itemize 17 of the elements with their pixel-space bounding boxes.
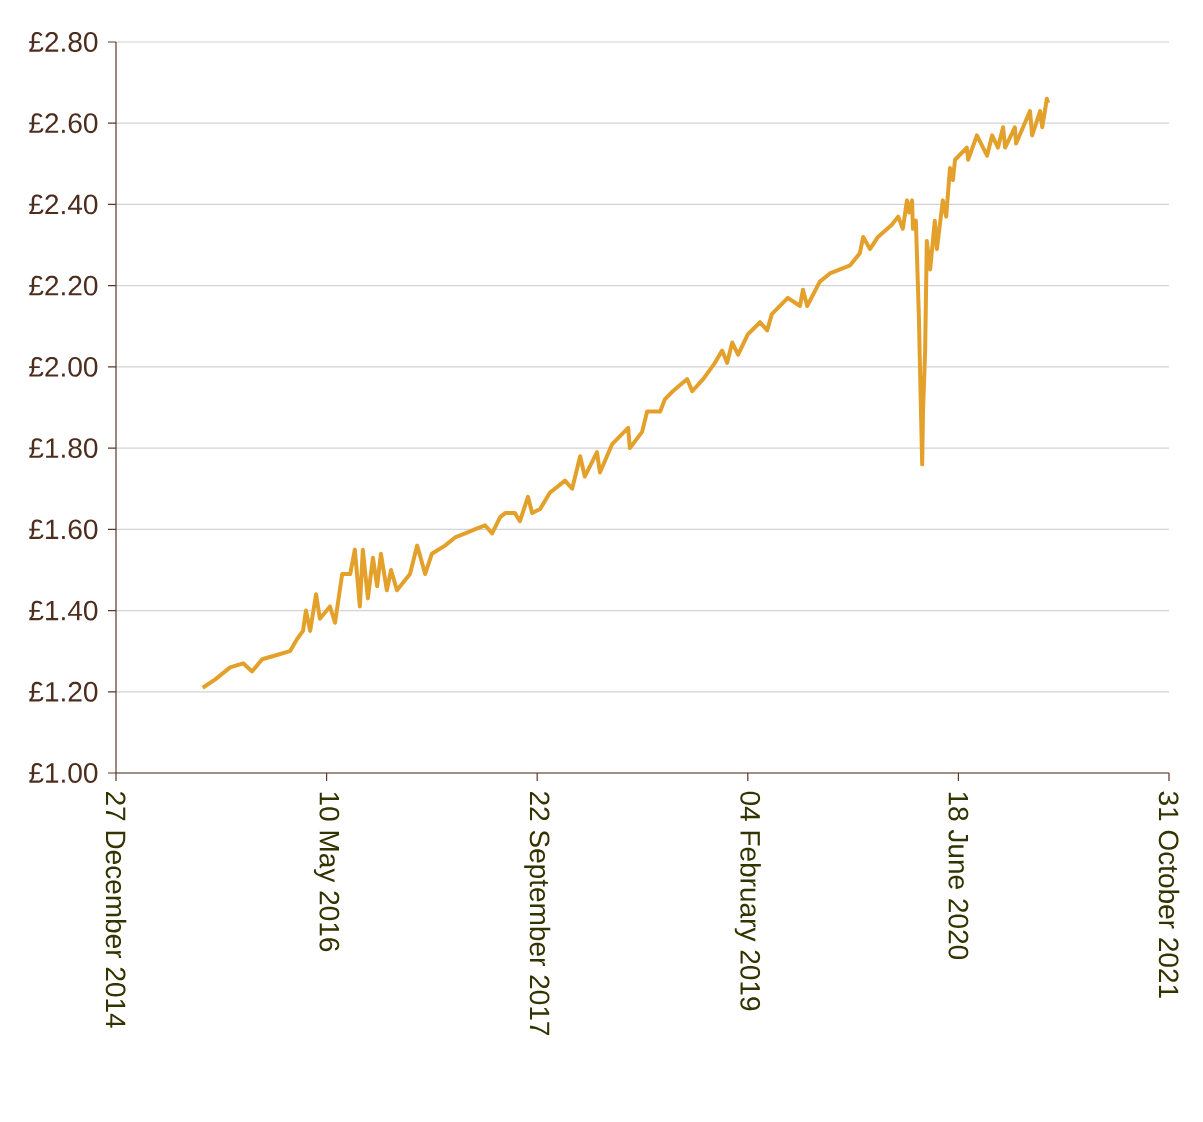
y-tick-label: £1.00: [29, 763, 98, 783]
y-tick-label: £1.80: [29, 438, 98, 459]
line-series: [200, 96, 1051, 690]
x-tick-label: 10 May 2016: [313, 792, 340, 952]
y-tick-label: £2.00: [29, 356, 98, 377]
x-tick-label: 04 February 2019: [734, 791, 761, 1011]
y-tick-label: £2.60: [29, 113, 98, 134]
y-tick-label: £2.40: [29, 194, 98, 215]
x-tick-label: 31 October 2021: [1158, 791, 1180, 998]
y-tick-label: £1.60: [29, 519, 98, 540]
x-tick-label: 27 December 2014: [105, 791, 127, 1028]
x-tick-label: 22 September 2017: [524, 791, 551, 1036]
y-tick-label: £1.20: [29, 681, 98, 702]
y-tick-label: £2.20: [29, 275, 98, 296]
x-tick-label: 18 June 2020: [948, 792, 969, 960]
y-tick-label: £2.80: [29, 32, 98, 52]
y-tick-label: £1.40: [29, 600, 98, 621]
